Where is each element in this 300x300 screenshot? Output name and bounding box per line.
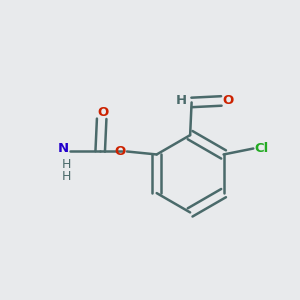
Text: O: O — [114, 145, 125, 158]
Text: Cl: Cl — [255, 142, 269, 155]
Text: H: H — [61, 170, 71, 183]
Text: H: H — [176, 94, 187, 107]
Text: N: N — [58, 142, 69, 155]
Text: H: H — [61, 158, 71, 171]
Text: O: O — [223, 94, 234, 107]
Text: O: O — [98, 106, 109, 119]
